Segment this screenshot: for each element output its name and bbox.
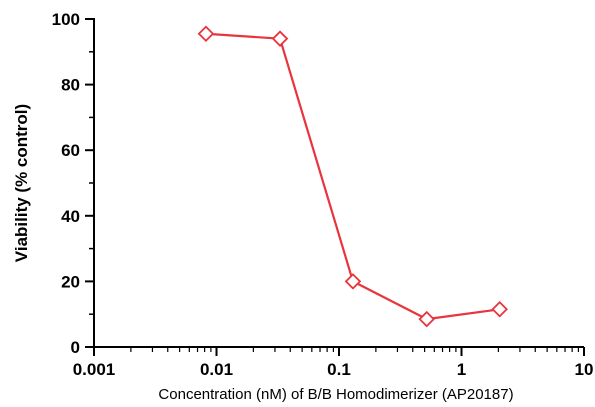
x-tick-label: 0.1 <box>327 360 351 379</box>
x-tick-label: 0.001 <box>73 360 116 379</box>
y-tick-label: 100 <box>52 10 80 29</box>
y-tick-label: 0 <box>71 338 80 357</box>
data-point-marker <box>197 25 215 43</box>
data-point-marker <box>491 301 508 318</box>
x-tick-label: 0.01 <box>200 360 233 379</box>
y-tick-label: 80 <box>61 76 80 95</box>
axes <box>93 18 584 348</box>
y-tick-label: 60 <box>61 141 80 160</box>
ticks: 0 20 40 60 80 100 0.001 0.01 0.1 1 10 <box>52 10 594 379</box>
data-point-marker <box>271 30 289 47</box>
y-tick-label: 20 <box>61 272 80 291</box>
series-layer <box>197 25 508 328</box>
x-axis-title: Concentration (nM) of B/B Homodimerizer … <box>158 386 513 403</box>
data-point-marker <box>418 310 435 328</box>
x-tick-label: 10 <box>575 360 594 379</box>
y-axis-title: Viability (% control) <box>12 104 31 262</box>
y-tick-label: 40 <box>61 207 80 226</box>
x-tick-label: 1 <box>457 360 466 379</box>
data-point-marker <box>344 273 362 290</box>
